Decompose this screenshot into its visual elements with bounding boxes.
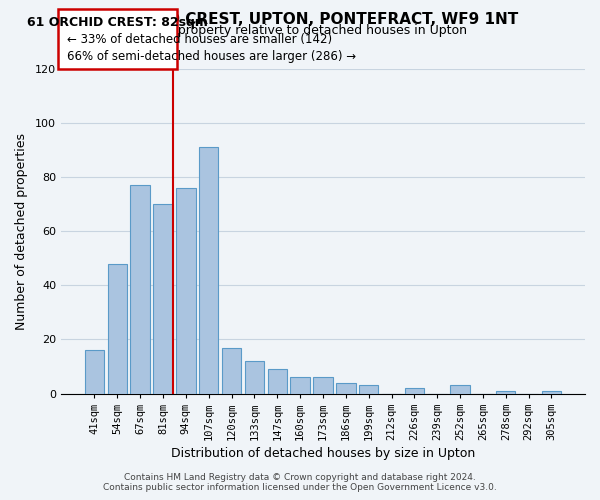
Text: Contains HM Land Registry data © Crown copyright and database right 2024.
Contai: Contains HM Land Registry data © Crown c… — [103, 473, 497, 492]
X-axis label: Distribution of detached houses by size in Upton: Distribution of detached houses by size … — [171, 447, 475, 460]
Bar — [154, 204, 173, 394]
Bar — [359, 386, 379, 394]
Bar — [451, 386, 470, 394]
Bar — [313, 378, 332, 394]
Bar — [107, 264, 127, 394]
Bar — [85, 350, 104, 394]
Bar — [222, 348, 241, 394]
Text: ← 33% of detached houses are smaller (142): ← 33% of detached houses are smaller (14… — [67, 34, 332, 46]
Text: Size of property relative to detached houses in Upton: Size of property relative to detached ho… — [133, 24, 467, 37]
Text: 61, ORCHID CREST, UPTON, PONTEFRACT, WF9 1NT: 61, ORCHID CREST, UPTON, PONTEFRACT, WF9… — [82, 12, 518, 28]
Bar — [496, 391, 515, 394]
Bar — [336, 382, 356, 394]
Bar — [404, 388, 424, 394]
Bar — [130, 186, 150, 394]
Text: 61 ORCHID CREST: 82sqm: 61 ORCHID CREST: 82sqm — [27, 16, 208, 29]
Y-axis label: Number of detached properties: Number of detached properties — [15, 133, 28, 330]
Bar — [290, 378, 310, 394]
Bar — [176, 188, 196, 394]
Text: 66% of semi-detached houses are larger (286) →: 66% of semi-detached houses are larger (… — [67, 50, 356, 63]
Bar — [199, 148, 218, 394]
Bar — [542, 391, 561, 394]
Bar — [268, 369, 287, 394]
Bar — [245, 361, 264, 394]
